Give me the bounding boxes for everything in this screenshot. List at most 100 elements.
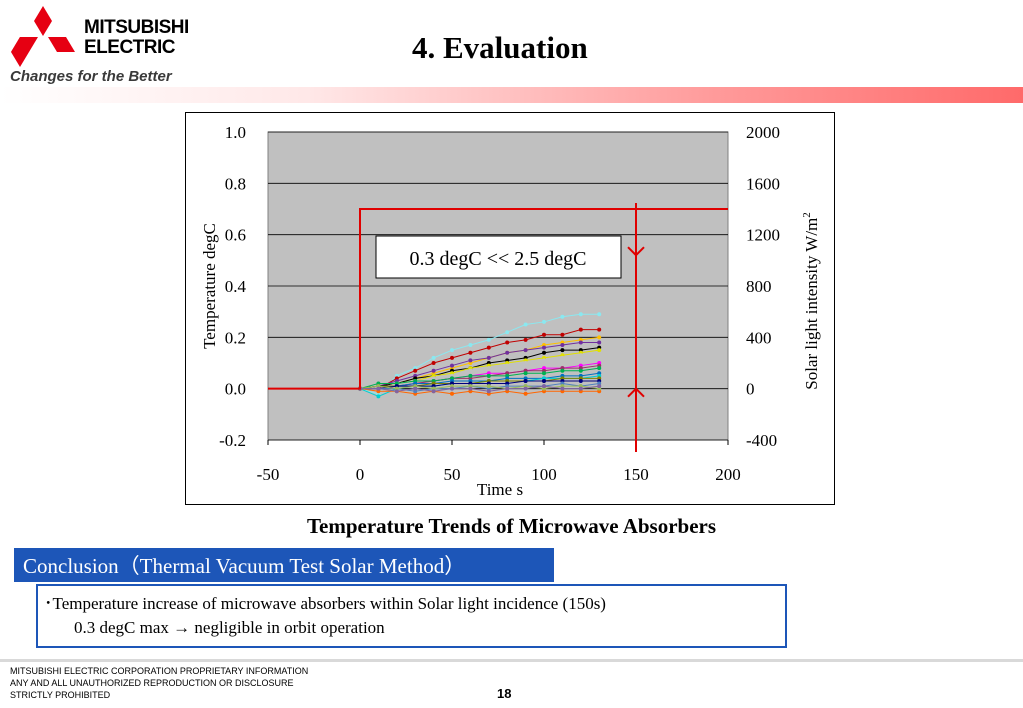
- y2-tick-label: -400: [746, 431, 777, 450]
- x-tick-label: 200: [715, 465, 741, 484]
- y-tick-label: 0.0: [225, 380, 246, 399]
- footer-notice-line-3: STRICTLY PROHIBITED: [10, 690, 111, 700]
- temperature-series-point: [597, 340, 602, 345]
- temperature-series-point: [523, 322, 528, 327]
- temperature-series-point: [394, 389, 399, 394]
- temperature-series-line: [359, 385, 600, 390]
- y-tick-label: -0.2: [219, 431, 246, 450]
- temperature-series-point: [542, 378, 546, 383]
- temperature-series-point: [523, 391, 528, 396]
- brand-name-line1: MITSUBISHI: [84, 17, 189, 38]
- temperature-series-point: [486, 337, 491, 342]
- conclusion-line-1: ･Temperature increase of microwave absor…: [44, 594, 606, 613]
- temperature-series-point: [450, 355, 454, 360]
- temperature-series-point: [578, 340, 583, 345]
- conclusion-line-2: 0.3 degC max → negligible in orbit opera…: [74, 618, 385, 637]
- y-tick-label: 0.2: [225, 328, 246, 347]
- temperature-series-point: [542, 319, 546, 324]
- temperature-series-point: [505, 386, 510, 391]
- temperature-series-point: [560, 343, 565, 348]
- brand-tagline: Changes for the Better: [10, 68, 172, 85]
- footer-divider: [0, 659, 1023, 662]
- temperature-series-point: [431, 355, 436, 360]
- temperature-series-point: [597, 348, 602, 353]
- temperature-series-point: [431, 361, 436, 365]
- temperature-series-point: [486, 366, 491, 371]
- temperature-series-point: [597, 353, 602, 358]
- footer-notice: MITSUBISHI ELECTRIC CORPORATION PROPRIET…: [10, 665, 308, 701]
- temperature-series-point: [450, 391, 454, 396]
- temperature-series-point: [542, 358, 546, 363]
- y-tick-label: 1.0: [225, 123, 246, 142]
- temperature-series-point: [486, 345, 491, 350]
- temperature-series-line: [359, 388, 600, 395]
- temperature-series-point: [597, 366, 602, 371]
- temperature-series-point: [505, 330, 510, 335]
- temperature-series-point: [542, 332, 546, 337]
- temperature-series-point: [560, 386, 565, 391]
- slide-header: MITSUBISHI ELECTRIC Changes for the Bett…: [0, 0, 1023, 104]
- temperature-series-point: [560, 348, 565, 353]
- conclusion-box: ･Temperature increase of microwave absor…: [36, 584, 787, 648]
- temperature-series-point: [560, 314, 565, 319]
- temperature-series-point: [468, 358, 473, 363]
- footer-notice-line-1: MITSUBISHI ELECTRIC CORPORATION PROPRIET…: [10, 666, 309, 676]
- y2-tick-label: 1200: [746, 226, 780, 245]
- marker-arrow-down: [627, 246, 645, 257]
- x-tick-label: 0: [356, 465, 365, 484]
- temperature-series-point: [560, 355, 565, 360]
- temperature-series-point: [431, 368, 436, 373]
- temperature-series-point: [597, 327, 602, 332]
- y2-tick-label: 800: [746, 277, 772, 296]
- temperature-series-point: [523, 348, 528, 353]
- temperature-series-point: [413, 368, 418, 373]
- header-gradient-bar: [0, 87, 1023, 103]
- temperature-series-point: [542, 345, 546, 350]
- temperature-series-point: [486, 384, 491, 389]
- x-tick-label: 100: [531, 465, 557, 484]
- temperature-series-line: [359, 367, 600, 390]
- y2-tick-label: 400: [746, 328, 772, 347]
- temperature-series-point: [597, 312, 602, 317]
- temperature-series-point: [578, 378, 583, 383]
- slide-title: 4. Evaluation: [412, 30, 588, 65]
- temperature-series-point: [542, 371, 546, 376]
- solar-intensity-line: [268, 208, 728, 390]
- y-tick-label: 0.4: [225, 277, 247, 296]
- temperature-series-point: [523, 386, 528, 391]
- y-tick-label: 0.8: [225, 174, 246, 193]
- temperature-series-point: [523, 337, 528, 342]
- x-tick-label: 150: [623, 465, 649, 484]
- temperature-series-line: [359, 341, 600, 390]
- y2-tick-label: 2000: [746, 123, 780, 142]
- annotation-text: 0.3 degC << 2.5 degC: [410, 248, 587, 270]
- annotation-box: [375, 235, 622, 279]
- temperature-series-point: [376, 394, 381, 399]
- temperature-series-point: [468, 350, 473, 355]
- x-tick-label: -50: [257, 465, 280, 484]
- temperature-series-point: [597, 335, 602, 340]
- temperature-chart: 1.00.80.60.40.20.0-0.2200016001200800400…: [200, 123, 821, 499]
- temperature-series-point: [505, 340, 510, 345]
- y2-tick-label: 1600: [746, 174, 780, 193]
- temperature-series-point: [468, 373, 473, 378]
- temperature-series-point: [578, 353, 583, 358]
- temperature-series-point: [560, 332, 565, 337]
- footer-notice-line-2: ANY AND ALL UNAUTHORIZED REPRODUCTION OR…: [10, 678, 294, 688]
- temperature-series-point: [450, 363, 454, 368]
- temperature-series-point: [468, 386, 473, 391]
- temperature-series-point: [505, 350, 510, 355]
- temperature-series-point: [523, 378, 528, 383]
- temperature-series-point: [578, 327, 583, 332]
- chart-caption: Temperature Trends of Microwave Absorber…: [306, 514, 717, 538]
- temperature-series-point: [560, 368, 565, 373]
- marker-arrow-up: [627, 387, 645, 398]
- temperature-series-point: [505, 363, 510, 368]
- page-number: 18: [497, 686, 512, 701]
- brand-name-line2: ELECTRIC: [84, 37, 176, 58]
- temperature-series-point: [578, 386, 583, 391]
- temperature-series-point: [486, 389, 491, 394]
- temperature-series-point: [468, 343, 473, 348]
- mitsubishi-diamonds-icon: [11, 6, 75, 67]
- temperature-series-line: [360, 329, 600, 390]
